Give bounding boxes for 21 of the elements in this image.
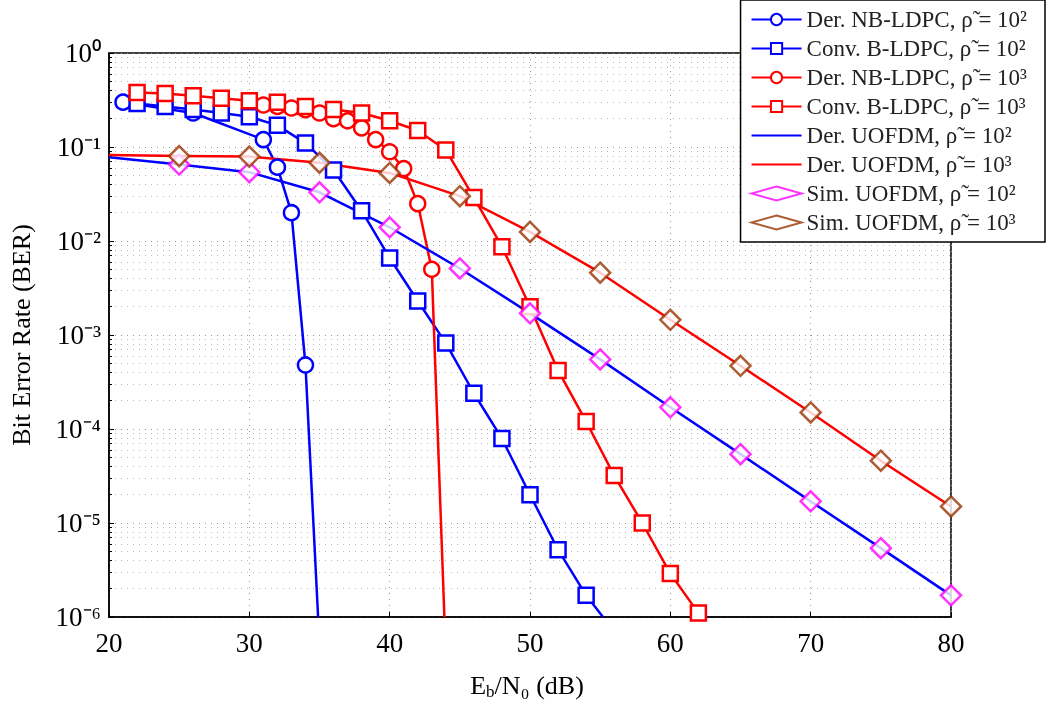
y-tick-label: 10⁻² bbox=[56, 226, 101, 256]
legend-label: Der. NB-LDPC, ρ̃ = 10² bbox=[806, 7, 1028, 32]
x-tick-label: 60 bbox=[656, 627, 684, 658]
x-tick-label: 40 bbox=[376, 627, 404, 658]
x-tick-label: 80 bbox=[937, 627, 965, 658]
y-tick-label: 10⁻⁴ bbox=[55, 414, 101, 444]
legend-label: Der. UOFDM, ρ̃ = 10² bbox=[806, 123, 1012, 148]
legend-label: Der. UOFDM, ρ̃ = 10³ bbox=[806, 152, 1012, 177]
legend-label: Sim. UOFDM, ρ̃ = 10³ bbox=[806, 210, 1016, 235]
legend-label: Conv. B-LDPC, ρ̃ = 10³ bbox=[806, 94, 1026, 119]
y-tick-label: 10⁰ bbox=[65, 38, 101, 68]
x-tick-label: 70 bbox=[797, 627, 825, 658]
y-axis-title: Bit Error Rate (BER) bbox=[6, 224, 36, 446]
y-tick-label: 10⁻³ bbox=[56, 320, 101, 350]
x-tick-label: 50 bbox=[516, 627, 544, 658]
x-tick-label: 30 bbox=[235, 627, 263, 658]
y-tick-label: 10⁻⁵ bbox=[55, 508, 101, 538]
legend-label: Conv. B-LDPC, ρ̃ = 10² bbox=[806, 36, 1026, 61]
legend-label: Der. NB-LDPC, ρ̃ = 10³ bbox=[806, 65, 1028, 90]
legend-label: Sim. UOFDM, ρ̃ = 10² bbox=[806, 181, 1016, 206]
y-tick-label: 10⁻¹ bbox=[56, 132, 101, 162]
